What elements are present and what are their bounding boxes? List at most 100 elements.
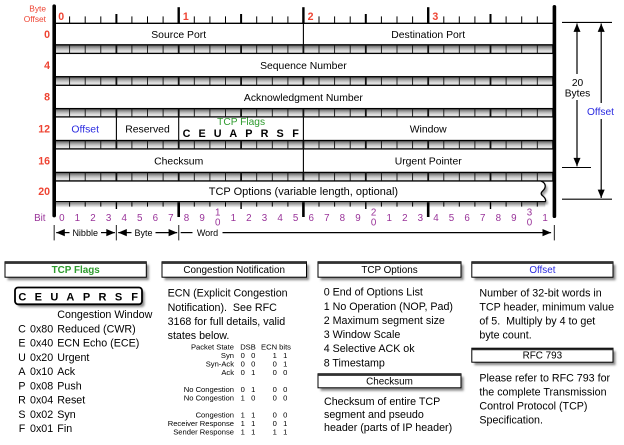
svg-text:6: 6 xyxy=(153,213,159,224)
svg-text:0x80: 0x80 xyxy=(30,323,53,335)
svg-text:TCP Flags: TCP Flags xyxy=(52,265,101,276)
svg-text:Checksum: Checksum xyxy=(366,376,413,387)
svg-text:0 1: 0 1 xyxy=(273,359,288,368)
svg-text:2: 2 xyxy=(90,213,95,224)
svg-text:0x02: 0x02 xyxy=(30,409,53,421)
svg-text:1 1: 1 1 xyxy=(241,419,256,428)
svg-text:Word: Word xyxy=(197,228,218,238)
svg-text:ECN Echo (ECE): ECN Echo (ECE) xyxy=(57,338,139,350)
svg-text:Offset: Offset xyxy=(71,125,99,136)
svg-text:0 0: 0 0 xyxy=(241,351,256,360)
svg-text:Nibble: Nibble xyxy=(72,228,98,238)
svg-text:5: 5 xyxy=(449,213,455,224)
svg-text:0x40: 0x40 xyxy=(30,338,53,350)
svg-text:4: 4 xyxy=(121,213,127,224)
svg-text:1 1: 1 1 xyxy=(273,427,288,436)
svg-text:0: 0 xyxy=(44,29,50,41)
svg-text:1 1: 1 1 xyxy=(241,427,256,436)
svg-text:1: 1 xyxy=(386,213,391,224)
svg-text:1: 1 xyxy=(215,208,220,219)
svg-text:4: 4 xyxy=(44,60,50,72)
svg-text:8: 8 xyxy=(44,92,50,104)
svg-text:8 Timestamp: 8 Timestamp xyxy=(324,357,385,369)
svg-text:0 1: 0 1 xyxy=(241,385,256,394)
svg-text:the complete Transmission: the complete Transmission xyxy=(479,387,606,399)
svg-text:S: S xyxy=(115,291,122,303)
svg-text:5: 5 xyxy=(293,213,299,224)
svg-text:1: 1 xyxy=(542,213,547,224)
svg-text:2: 2 xyxy=(371,208,376,219)
svg-text:8: 8 xyxy=(184,213,190,224)
svg-text:Destination Port: Destination Port xyxy=(391,30,465,41)
svg-text:R: R xyxy=(18,395,26,407)
svg-text:9: 9 xyxy=(199,213,204,224)
svg-text:ECN bits: ECN bits xyxy=(261,342,291,351)
svg-text:0 0: 0 0 xyxy=(273,410,288,419)
svg-text:E: E xyxy=(35,291,42,303)
svg-text:0 1: 0 1 xyxy=(273,419,288,428)
svg-text:Ack: Ack xyxy=(57,366,75,378)
svg-text:ECN (Explicit Congestion: ECN (Explicit Congestion xyxy=(168,288,288,300)
svg-text:0x10: 0x10 xyxy=(30,366,53,378)
svg-text:Control Protocol (TCP): Control Protocol (TCP) xyxy=(479,401,587,413)
svg-text:3: 3 xyxy=(418,213,424,224)
svg-text:9: 9 xyxy=(355,213,360,224)
svg-text:Syn: Syn xyxy=(221,351,234,360)
svg-text:8: 8 xyxy=(340,213,346,224)
svg-text:4: 4 xyxy=(433,213,439,224)
svg-text:F: F xyxy=(292,128,299,140)
svg-text:2: 2 xyxy=(308,11,314,23)
svg-text:3: 3 xyxy=(432,11,438,23)
svg-text:4 Selective ACK ok: 4 Selective ACK ok xyxy=(324,343,416,355)
svg-text:C: C xyxy=(183,128,191,140)
svg-text:0 End of Options List: 0 End of Options List xyxy=(324,287,423,299)
svg-text:E: E xyxy=(198,128,205,140)
svg-text:U: U xyxy=(18,352,26,364)
svg-text:3168 for full details, valid: 3168 for full details, valid xyxy=(168,316,286,328)
svg-text:Ack: Ack xyxy=(221,368,234,377)
svg-text:Byte: Byte xyxy=(134,228,152,238)
svg-text:16: 16 xyxy=(38,155,50,167)
svg-text:U: U xyxy=(214,128,222,140)
svg-text:0 1: 0 1 xyxy=(241,368,256,377)
svg-text:0 0: 0 0 xyxy=(273,393,288,402)
svg-text:0 0: 0 0 xyxy=(273,385,288,394)
svg-text:P: P xyxy=(83,291,90,303)
svg-text:6: 6 xyxy=(308,213,314,224)
svg-text:7: 7 xyxy=(480,213,485,224)
svg-text:Specification.: Specification. xyxy=(479,415,543,427)
svg-text:6: 6 xyxy=(464,213,470,224)
svg-text:Syn-Ack: Syn-Ack xyxy=(206,359,234,368)
svg-text:Bytes: Bytes xyxy=(565,89,590,100)
svg-text:4: 4 xyxy=(277,213,283,224)
svg-text:0x08: 0x08 xyxy=(30,380,53,392)
svg-text:1 0: 1 0 xyxy=(241,393,256,402)
svg-text:3: 3 xyxy=(106,213,112,224)
svg-text:Congestion Notification: Congestion Notification xyxy=(183,265,285,276)
svg-text:0: 0 xyxy=(215,217,221,228)
svg-text:TCP Options (variable length,: TCP Options (variable length, optional) xyxy=(209,186,398,198)
svg-text:A: A xyxy=(18,366,26,378)
svg-text:Syn: Syn xyxy=(57,409,75,421)
svg-text:byte count.: byte count. xyxy=(479,329,531,341)
svg-text:0x04: 0x04 xyxy=(30,395,53,407)
svg-text:0x01: 0x01 xyxy=(30,423,53,435)
svg-text:1 1: 1 1 xyxy=(241,410,256,419)
svg-text:Urgent Pointer: Urgent Pointer xyxy=(395,157,463,168)
svg-text:Please refer to RFC 793 for: Please refer to RFC 793 for xyxy=(479,373,610,385)
svg-text:E: E xyxy=(18,338,25,350)
svg-text:Reserved: Reserved xyxy=(125,125,170,136)
svg-text:Congestion Window: Congestion Window xyxy=(57,309,152,321)
svg-text:Window: Window xyxy=(410,125,447,136)
svg-text:Bit: Bit xyxy=(34,213,46,224)
svg-text:Number of 32-bit words in: Number of 32-bit words in xyxy=(479,287,601,299)
svg-text:header (parts of IP header): header (parts of IP header) xyxy=(324,422,452,434)
svg-text:Reduced (CWR): Reduced (CWR) xyxy=(57,323,135,335)
svg-text:U: U xyxy=(50,291,58,303)
svg-text:2 Maximum segment size: 2 Maximum segment size xyxy=(324,315,445,327)
svg-text:Offset: Offset xyxy=(24,14,47,24)
svg-text:1 1: 1 1 xyxy=(273,351,288,360)
svg-text:A: A xyxy=(66,291,74,303)
svg-text:P: P xyxy=(245,128,252,140)
svg-text:No Congestion: No Congestion xyxy=(184,385,234,394)
